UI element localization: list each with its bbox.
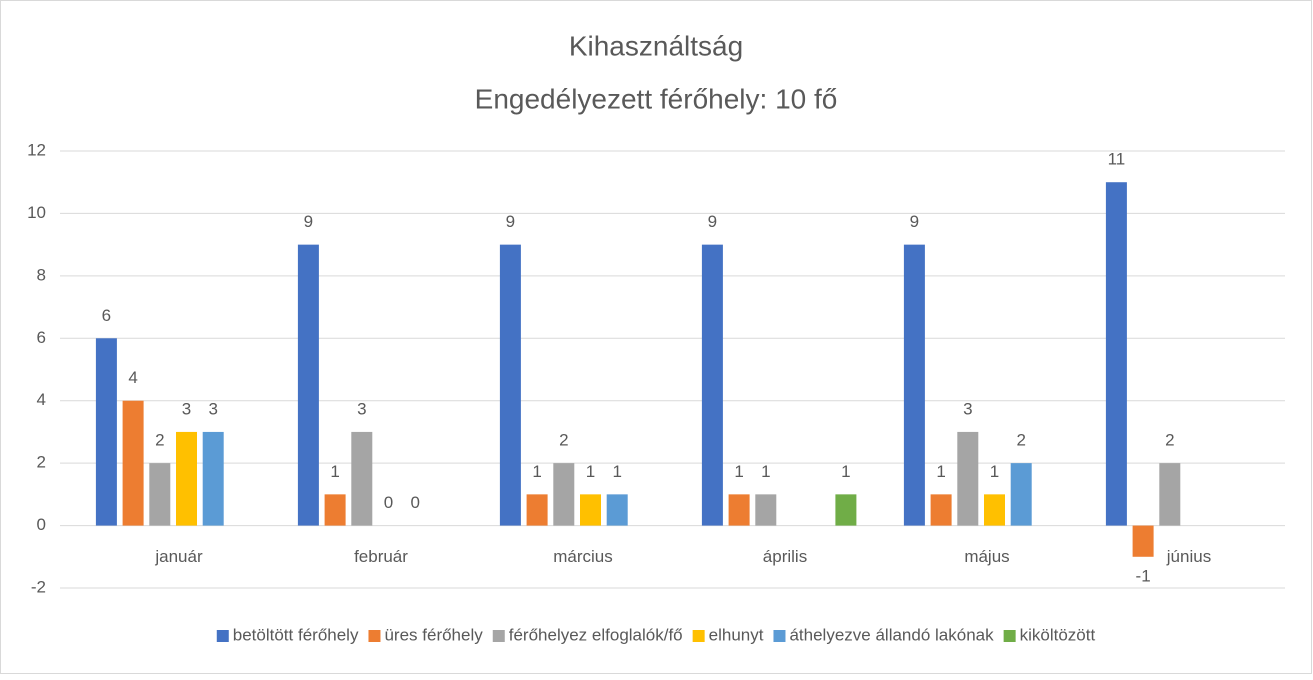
- bar: [526, 494, 548, 526]
- bar: [324, 494, 346, 526]
- bar: [499, 244, 521, 526]
- data-label: 9: [910, 212, 919, 231]
- legend-swatch: [492, 630, 505, 642]
- legend-label: üres férőhely: [384, 625, 483, 644]
- y-tick-label: 8: [37, 265, 46, 284]
- data-label: 9: [304, 212, 313, 231]
- y-tick-label: 0: [37, 515, 46, 534]
- data-label: 1: [734, 462, 743, 481]
- legend-swatch: [216, 630, 229, 642]
- x-tick-label: február: [354, 547, 408, 566]
- data-label: 1: [532, 462, 541, 481]
- bar: [1159, 463, 1181, 526]
- data-label: 0: [410, 493, 419, 512]
- data-label: 9: [506, 212, 515, 231]
- x-tick-label: június: [1166, 547, 1211, 566]
- chart-title: Kihasználtság: [569, 30, 743, 61]
- y-tick-label: 6: [37, 328, 46, 347]
- bar: [297, 244, 319, 526]
- bar: [1010, 463, 1032, 526]
- bar: [1132, 525, 1154, 557]
- data-label: 9: [708, 212, 717, 231]
- bar: [835, 494, 857, 526]
- data-label: 1: [990, 462, 999, 481]
- legend-swatch: [1003, 630, 1016, 642]
- data-label: 4: [128, 368, 137, 387]
- data-label: 1: [330, 462, 339, 481]
- data-label: 1: [761, 462, 770, 481]
- bar: [580, 494, 601, 526]
- data-label: 1: [612, 462, 621, 481]
- data-label: 1: [936, 462, 945, 481]
- bar: [755, 494, 777, 526]
- data-label: 6: [102, 306, 111, 325]
- bar: [903, 244, 925, 526]
- data-label: 11: [1108, 150, 1126, 169]
- bar: [122, 400, 144, 526]
- data-label: 3: [357, 399, 366, 418]
- x-tick-label: január: [154, 547, 203, 566]
- data-label: 2: [1165, 431, 1174, 450]
- bar: [930, 494, 952, 526]
- data-label: 3: [182, 399, 191, 418]
- bar: [95, 338, 117, 526]
- x-tick-label: március: [553, 547, 613, 566]
- bar: [957, 431, 979, 526]
- legend-label: áthelyezve állandó lakónak: [789, 625, 994, 644]
- bar: [728, 494, 750, 526]
- chart-subtitle: Engedélyezett férőhely: 10 fő: [475, 83, 838, 114]
- legend-swatch: [692, 630, 705, 642]
- bar: [202, 431, 224, 526]
- x-tick-label: április: [763, 547, 807, 566]
- data-label: 2: [559, 431, 568, 450]
- legend-swatch: [773, 630, 786, 642]
- y-tick-label: 10: [27, 203, 46, 222]
- data-label: 0: [384, 493, 393, 512]
- y-tick-label: 12: [27, 140, 46, 159]
- legend-label: férőhelyez elfoglalók/fő: [509, 625, 683, 644]
- y-tick-label: 4: [37, 390, 46, 409]
- bar: [606, 494, 628, 526]
- y-tick-label: -2: [31, 577, 46, 596]
- bar: [149, 463, 171, 526]
- bar: [1105, 182, 1127, 526]
- data-label: 1: [841, 462, 850, 481]
- legend-label: kiköltözött: [1020, 625, 1096, 644]
- data-label: 3: [963, 399, 972, 418]
- legend-swatch: [368, 630, 381, 642]
- bar: [351, 431, 373, 526]
- data-label: 2: [1016, 431, 1025, 450]
- legend-label: betöltött férőhely: [233, 625, 359, 644]
- x-tick-label: május: [964, 547, 1009, 566]
- bar: [553, 463, 575, 526]
- data-label: 2: [155, 431, 164, 450]
- bar: [701, 244, 723, 526]
- bar: [984, 494, 1005, 526]
- y-tick-label: 2: [37, 453, 46, 472]
- data-label: 3: [208, 399, 217, 418]
- legend-label: elhunyt: [709, 625, 764, 644]
- data-label: -1: [1136, 566, 1151, 585]
- bar: [176, 431, 197, 526]
- data-label: 1: [586, 462, 595, 481]
